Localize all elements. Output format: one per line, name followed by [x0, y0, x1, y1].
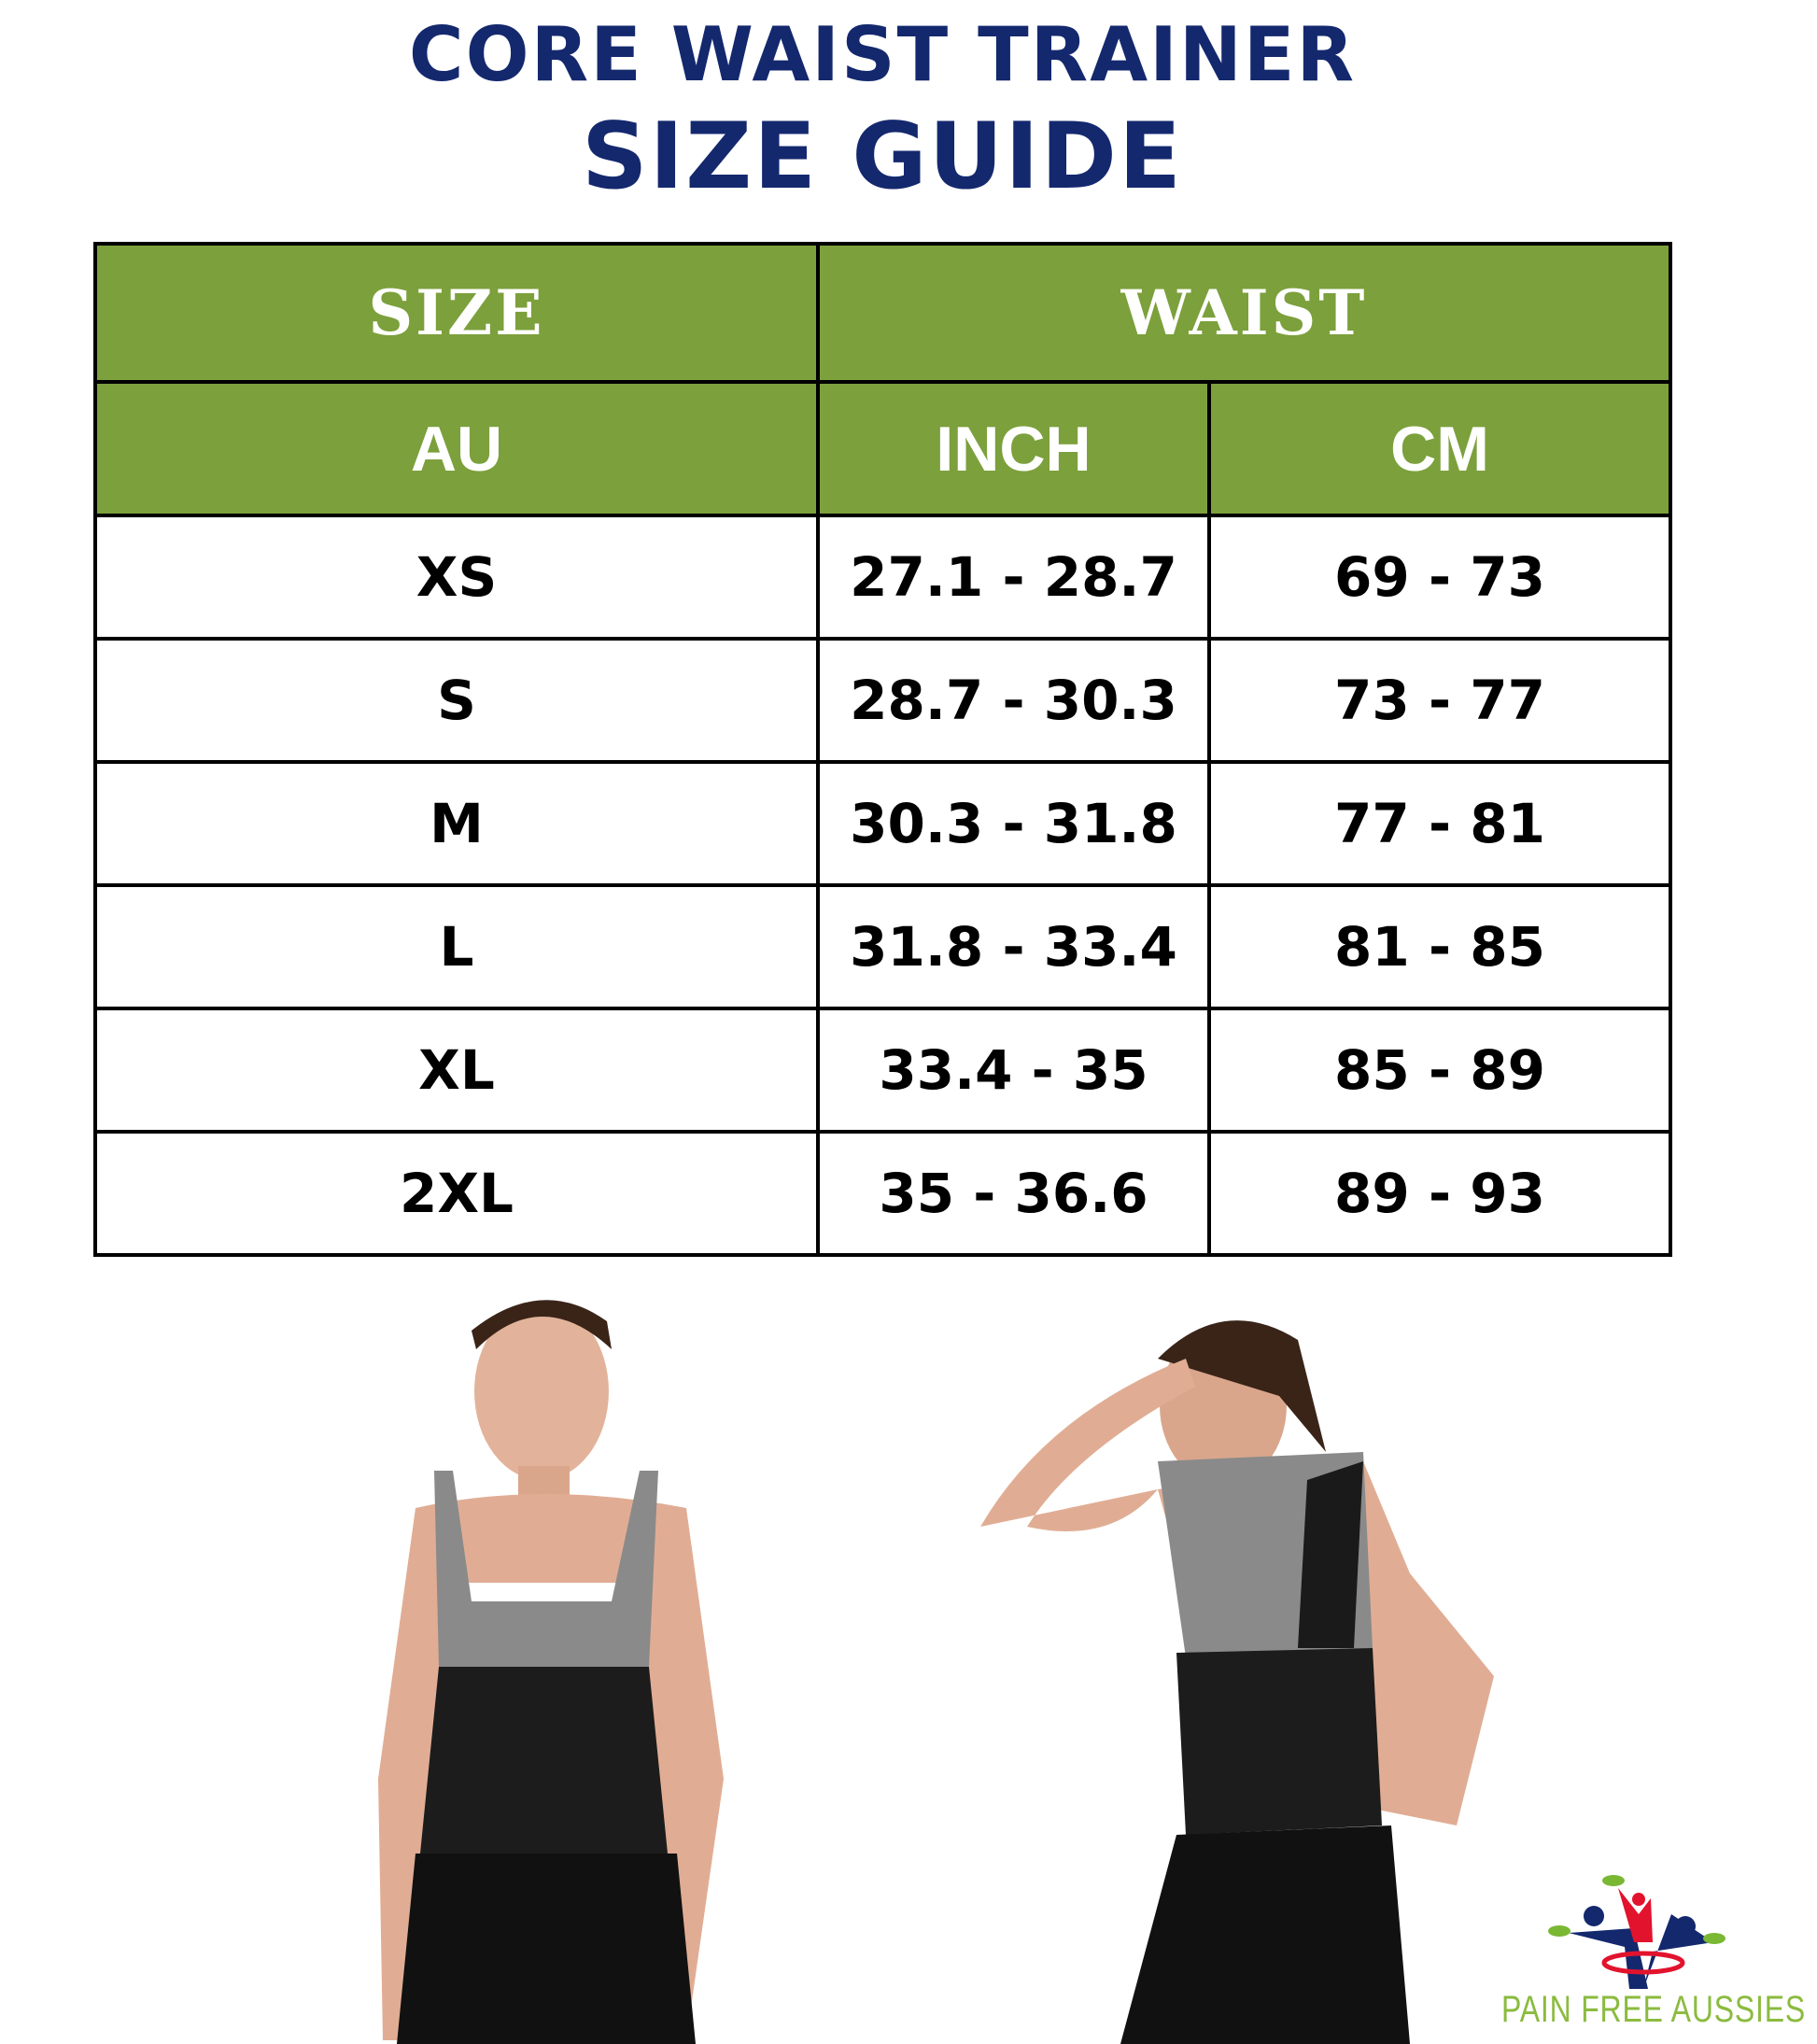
header-inch: INCH [816, 380, 1211, 517]
title-line-2: SIZE GUIDE [582, 104, 1183, 210]
logo-figures-icon [1548, 1875, 1725, 1989]
size-cell: 2XL [93, 1130, 820, 1257]
header-size: SIZE [93, 242, 820, 384]
cm-cell: 73 - 77 [1207, 637, 1672, 764]
inch-cell: 35 - 36.6 [816, 1130, 1211, 1257]
size-cell: XL [93, 1007, 820, 1134]
inch-cell: 31.8 - 33.4 [816, 883, 1211, 1010]
size-cell: M [93, 760, 820, 887]
cm-cell: 77 - 81 [1207, 760, 1672, 887]
cm-cell: 85 - 89 [1207, 1007, 1672, 1134]
cm-cell: 81 - 85 [1207, 883, 1672, 1010]
pain-free-aussies-logo: PAIN FREE AUSSIES [1494, 1858, 1817, 2044]
header-au: AU [93, 380, 820, 517]
logo-text: PAIN FREE AUSSIES [1501, 1989, 1806, 2030]
title-line-1: CORE WAIST TRAINER [408, 11, 1357, 98]
inch-cell: 33.4 - 35 [816, 1007, 1211, 1134]
inch-cell: 27.1 - 28.7 [816, 514, 1211, 641]
cm-cell: 89 - 93 [1207, 1130, 1672, 1257]
size-cell: XS [93, 514, 820, 641]
model-front-photo [378, 1300, 724, 2044]
size-cell: S [93, 637, 820, 764]
header-waist: WAIST [816, 242, 1672, 384]
model-back-photo [980, 1320, 1494, 2044]
header-cm: CM [1207, 380, 1672, 517]
inch-cell: 30.3 - 31.8 [816, 760, 1211, 887]
inch-cell: 28.7 - 30.3 [816, 637, 1211, 764]
cm-cell: 69 - 73 [1207, 514, 1672, 641]
size-cell: L [93, 883, 820, 1010]
